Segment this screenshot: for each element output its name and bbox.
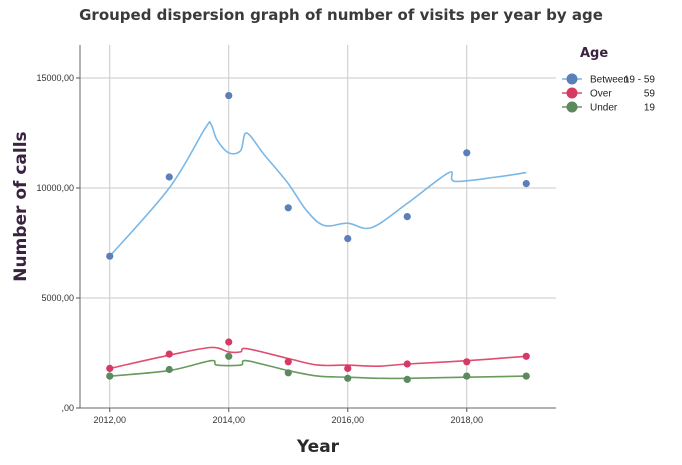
point-under-2014 xyxy=(225,352,233,360)
point-between-2013 xyxy=(165,173,173,181)
x-axis-title: Year xyxy=(296,437,340,457)
x-tick-label-2: 2016,00 xyxy=(331,415,364,425)
point-over-2016 xyxy=(344,364,352,372)
point-over-2014 xyxy=(225,338,233,346)
point-under-2017 xyxy=(403,375,411,383)
legend-title: Age xyxy=(580,46,608,61)
fit-line-between xyxy=(109,120,527,257)
points-layer xyxy=(106,92,530,383)
point-under-2015 xyxy=(284,369,292,377)
point-under-2012 xyxy=(106,372,114,380)
legend-marker-between xyxy=(566,73,578,85)
point-under-2019 xyxy=(522,372,530,380)
point-between-2019 xyxy=(522,180,530,188)
point-over-2012 xyxy=(106,364,114,372)
legend-label-under: Under xyxy=(590,103,618,114)
legend-range-between: 19 - 59 xyxy=(624,75,656,86)
point-between-2014 xyxy=(225,92,233,100)
x-tick-label-3: 2018,00 xyxy=(450,415,483,425)
point-under-2013 xyxy=(165,365,173,374)
point-over-2019 xyxy=(522,352,530,360)
x-tick-label-1: 2014,00 xyxy=(212,415,245,425)
legend-marker-under xyxy=(566,101,578,113)
fit-line-over xyxy=(109,346,527,370)
legend-label-over: Over xyxy=(590,89,612,100)
point-under-2018 xyxy=(463,372,471,380)
y-axis-title: Number of calls xyxy=(11,131,31,281)
point-between-2017 xyxy=(403,213,411,221)
y-tick-label-3: 15000,00 xyxy=(36,73,74,83)
legend-range-over: 59 xyxy=(644,89,656,100)
legend-range-under: 19 xyxy=(644,103,656,114)
point-between-2015 xyxy=(284,204,292,212)
x-tick-label-0: 2012,00 xyxy=(93,415,126,425)
point-between-2012 xyxy=(106,252,114,260)
point-over-2013 xyxy=(165,350,173,358)
chart-title: Grouped dispersion graph of number of vi… xyxy=(79,6,603,24)
y-tick-label-0: ,00 xyxy=(61,403,74,413)
point-over-2018 xyxy=(463,358,471,366)
y-tick-label-1: 5000,00 xyxy=(41,293,74,303)
legend-marker-over xyxy=(566,87,578,99)
point-under-2016 xyxy=(344,374,352,382)
fit-lines-layer xyxy=(109,120,527,380)
y-tick-label-2: 10000,00 xyxy=(36,183,74,193)
point-between-2018 xyxy=(463,149,471,157)
point-over-2017 xyxy=(403,360,411,368)
axis-layer: 2012,00 2014,00 2016,00 2018,00 ,00 5000,00 10… xyxy=(36,45,556,425)
grid-layer xyxy=(80,45,556,408)
point-between-2016 xyxy=(344,235,352,243)
legend-label-between: Between xyxy=(590,75,629,86)
point-over-2015 xyxy=(284,358,292,366)
